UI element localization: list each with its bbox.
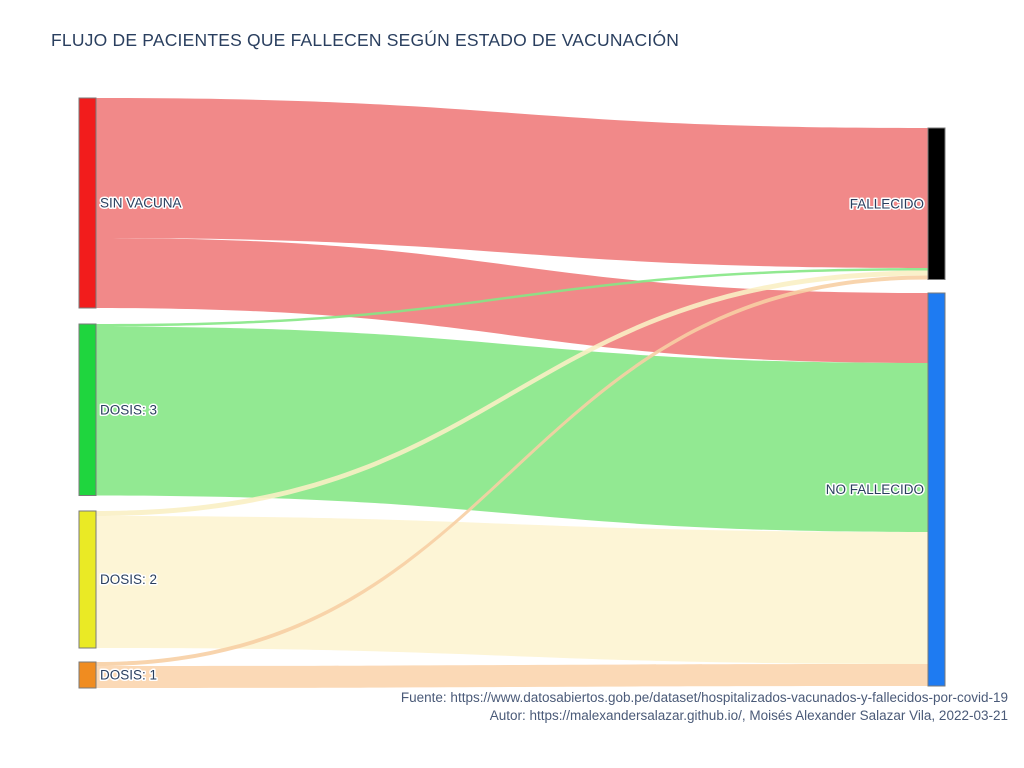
sankey-nodes-layer: [78, 97, 946, 689]
sankey-link-sin-vacuna-to-no-fallecido[interactable]: [96, 238, 928, 363]
chart-title: FLUJO DE PACIENTES QUE FALLECEN SEGÚN ES…: [51, 30, 680, 50]
sankey-link-dosis-3-to-no-fallecido[interactable]: [96, 326, 928, 533]
sankey-node-label-dosis-1: DOSIS: 1: [100, 668, 157, 683]
sankey-node-label-dosis-2: DOSIS: 2: [100, 572, 157, 587]
sankey-labels-layer: SIN VACUNA DOSIS: 3 DOSIS: 2 DOSIS: 1 FALLEC…: [99, 194, 926, 684]
sankey-node-label-sin-vacuna: SIN VACUNA: [100, 196, 182, 211]
sankey-node-dosis-3[interactable]: [78, 323, 97, 496]
sankey-link-dosis-2-to-fallecido[interactable]: [96, 270, 928, 517]
sankey-node-label-fallecido: FALLECIDO: [850, 196, 924, 211]
sankey-node-no-fallecido[interactable]: [927, 292, 946, 687]
sankey-node-dosis-2[interactable]: [78, 510, 97, 649]
sankey-node-fallecido[interactable]: [927, 127, 946, 280]
sankey-link-dosis-1-to-fallecido[interactable]: [96, 275, 928, 667]
sankey-link-dosis-1-to-no-fallecido[interactable]: [96, 664, 928, 688]
sankey-node-label-no-fallecido: NO FALLECIDO: [826, 482, 924, 497]
sankey-link-dosis-2-to-no-fallecido[interactable]: [96, 516, 928, 664]
chart-footer: Fuente: https://www.datosabiertos.gob.pe…: [401, 689, 1008, 725]
sankey-link-sin-vacuna-to-fallecido[interactable]: [96, 98, 928, 268]
sankey-link-dosis-3-to-fallecido[interactable]: [96, 268, 928, 327]
sankey-node-dosis-1[interactable]: [78, 661, 97, 689]
footer-source-line: Fuente: https://www.datosabiertos.gob.pe…: [400, 690, 1008, 705]
sankey-node-sin-vacuna[interactable]: [78, 97, 97, 309]
sankey-links-layer: [96, 98, 928, 688]
footer-author-line: Autor: https://malexandersalazar.github.…: [489, 708, 1008, 723]
sankey-node-label-dosis-3: DOSIS: 3: [100, 402, 157, 417]
